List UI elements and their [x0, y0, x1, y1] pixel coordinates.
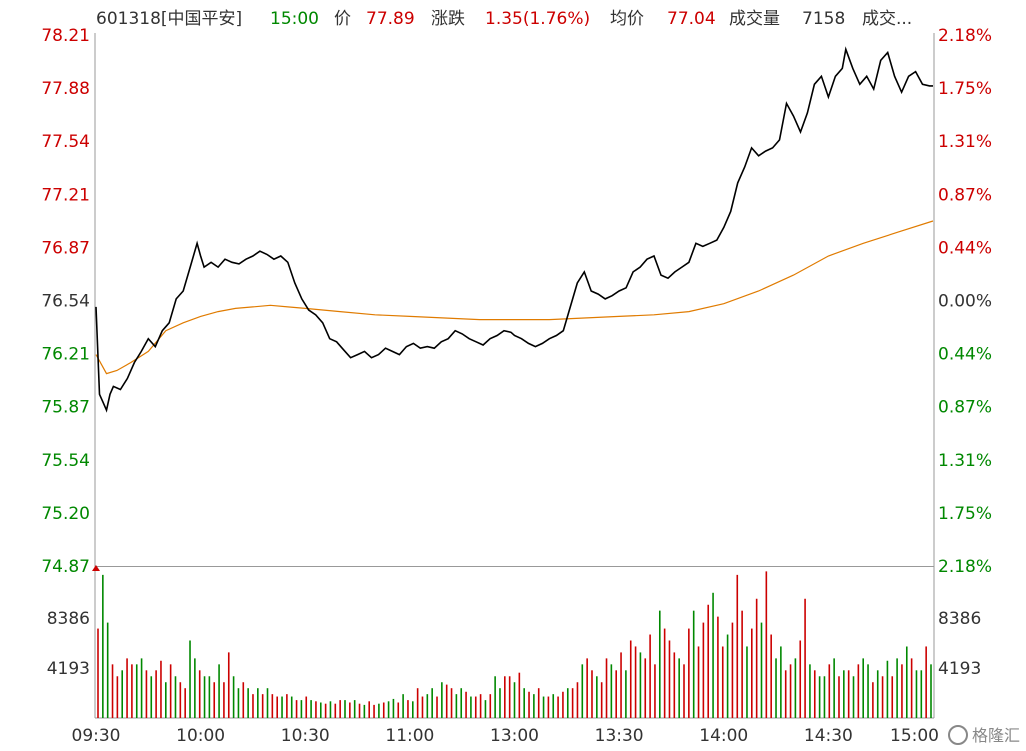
price-tick-label: 77.88: [41, 79, 90, 99]
percent-axis-labels: 2.18% 1.75% 1.31% 0.87% 0.44% 0.00% 0.44% 0.87%…: [938, 26, 992, 577]
time-tick-label: 10:00: [176, 726, 225, 746]
time-axis-labels: 09:30 10:00 10:30 11:00 13:00 13:30 14:00 14:30…: [72, 726, 940, 746]
time-tick-label: 15:00: [890, 726, 939, 746]
chart-frame: [94, 33, 935, 719]
percent-tick-label: 0.44%: [938, 238, 992, 258]
volume-tick-label-right: 8386: [938, 609, 981, 629]
price-tick-label: 75.54: [41, 451, 90, 471]
price-tick-label: 75.20: [41, 504, 90, 524]
watermark-text: 格隆汇: [972, 726, 1020, 745]
price-label: 价: [334, 9, 351, 29]
percent-tick-label: 1.75%: [938, 79, 992, 99]
percent-tick-label: 0.44%: [938, 345, 992, 365]
percent-tick-label: 2.18%: [938, 557, 992, 577]
header-time: 15:00: [270, 9, 319, 29]
percent-tick-label: 1.75%: [938, 504, 992, 524]
avg-label: 均价: [610, 9, 644, 29]
volume-bars: [97, 571, 932, 718]
time-tick-label: 14:00: [699, 726, 748, 746]
price-line: [95, 46, 933, 413]
price-tick-label: 76.54: [41, 292, 90, 312]
price-tick-label: 78.21: [41, 26, 90, 46]
chart-header: 601318[中国平安] 15:00 价 77.89 涨跌 1.35(1.76%…: [96, 9, 912, 29]
price-axis-labels: 78.21 77.88 77.54 77.21 76.87 76.54 76.21 75.87…: [41, 26, 90, 577]
percent-tick-label: 0.00%: [938, 292, 992, 312]
price-tick-label: 76.87: [41, 238, 90, 258]
price-value: 77.89: [366, 9, 415, 29]
price-tick-label: 74.87: [41, 557, 90, 577]
price-tick-label: 76.21: [41, 345, 90, 365]
percent-tick-label: 1.31%: [938, 132, 992, 152]
price-tick-label: 77.21: [41, 185, 90, 205]
percent-tick-label: 0.87%: [938, 185, 992, 205]
time-tick-label: 09:30: [72, 726, 121, 746]
time-tick-label: 13:00: [490, 726, 539, 746]
price-tick-label: 77.54: [41, 132, 90, 152]
change-value: 1.35(1.76%): [485, 9, 590, 29]
percent-tick-label: 0.87%: [938, 398, 992, 418]
volume-axis-labels-right: 8386 4193: [938, 609, 981, 679]
volume-value: 7158: [802, 9, 845, 29]
time-tick-label: 13:30: [595, 726, 644, 746]
volume-tick-label-right: 4193: [938, 659, 981, 679]
volume-axis-labels: 8386 4193: [47, 609, 90, 679]
stock-code: 601318[中国平安]: [96, 9, 242, 29]
header-more: 成交...: [862, 9, 912, 29]
time-tick-label: 14:30: [804, 726, 853, 746]
watermark-logo-icon: [948, 725, 968, 745]
volume-tick-label: 8386: [47, 609, 90, 629]
average-price-line: [95, 220, 934, 375]
time-tick-label: 10:30: [281, 726, 330, 746]
percent-tick-label: 1.31%: [938, 451, 992, 471]
time-tick-label: 11:00: [385, 726, 434, 746]
volume-label: 成交量: [729, 9, 780, 29]
change-label: 涨跌: [431, 9, 465, 29]
price-tick-label: 75.87: [41, 398, 90, 418]
watermark: 格隆汇: [948, 725, 1020, 745]
percent-tick-label: 2.18%: [938, 26, 992, 46]
open-marker-icon: [92, 565, 100, 571]
avg-value: 77.04: [667, 9, 716, 29]
volume-tick-label: 4193: [47, 659, 90, 679]
